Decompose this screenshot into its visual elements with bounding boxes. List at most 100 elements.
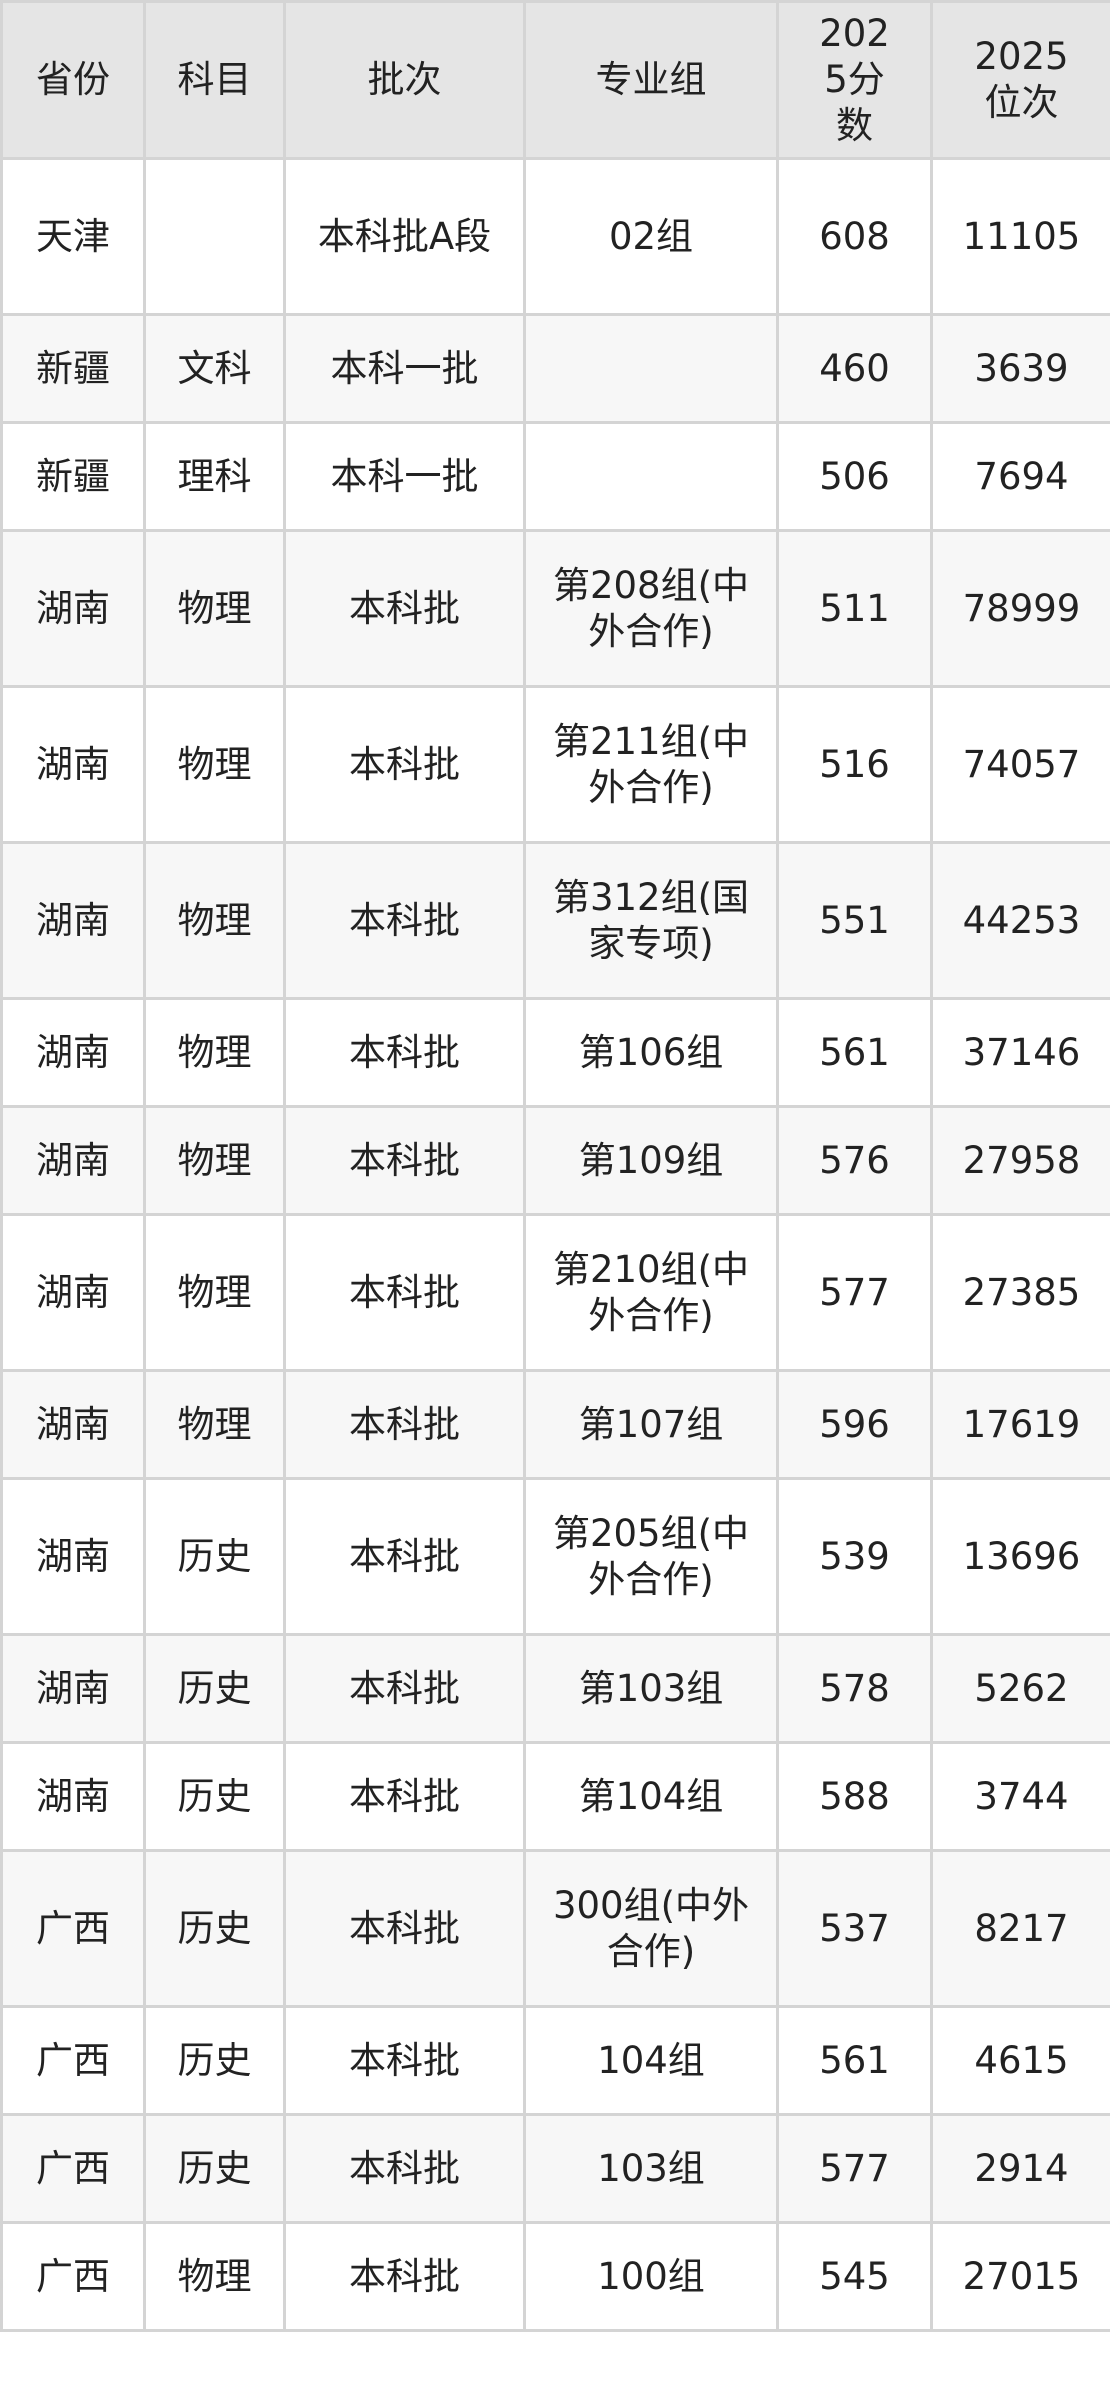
table-row: 湖南 物理 本科批 第109组 576 27958 xyxy=(0,1105,1110,1216)
cell-group: 100组 xyxy=(523,2221,779,2332)
header-group: 专业组 xyxy=(523,0,779,160)
cell-province: 湖南 xyxy=(0,1105,146,1216)
header-batch: 批次 xyxy=(283,0,526,160)
cell-score: 537 xyxy=(776,1849,933,2008)
cell-province: 广西 xyxy=(0,2221,146,2332)
cell-rank: 78999 xyxy=(930,529,1110,688)
cell-province: 湖南 xyxy=(0,685,146,844)
cell-group: 02组 xyxy=(523,157,779,316)
table-row: 湖南 历史 本科批 第104组 588 3744 xyxy=(0,1741,1110,1852)
cell-batch: 本科批 xyxy=(283,1741,526,1852)
cell-rank: 37146 xyxy=(930,997,1110,1108)
cell-group: 第211组(中外合作) xyxy=(523,685,779,844)
cell-score: 551 xyxy=(776,841,933,1000)
table-row: 湖南 历史 本科批 第103组 578 5262 xyxy=(0,1633,1110,1744)
cell-group: 第103组 xyxy=(523,1633,779,1744)
cell-group: 第107组 xyxy=(523,1369,779,1480)
cell-province: 天津 xyxy=(0,157,146,316)
table-row: 天津 本科批A段 02组 608 11105 xyxy=(0,157,1110,316)
cell-group: 103组 xyxy=(523,2113,779,2224)
cell-province: 湖南 xyxy=(0,1633,146,1744)
cell-score: 576 xyxy=(776,1105,933,1216)
table-row: 湖南 物理 本科批 第106组 561 37146 xyxy=(0,997,1110,1108)
cell-province: 湖南 xyxy=(0,841,146,1000)
cell-rank: 27385 xyxy=(930,1213,1110,1372)
cell-subject: 历史 xyxy=(143,2005,286,2116)
cell-group: 300组(中外合作) xyxy=(523,1849,779,2008)
cell-rank: 7694 xyxy=(930,421,1110,532)
cell-group xyxy=(523,421,779,532)
cell-group: 第205组(中外合作) xyxy=(523,1477,779,1636)
cell-province: 湖南 xyxy=(0,1213,146,1372)
cell-subject: 物理 xyxy=(143,1105,286,1216)
cell-subject: 历史 xyxy=(143,1633,286,1744)
cell-batch: 本科批 xyxy=(283,685,526,844)
cell-score: 578 xyxy=(776,1633,933,1744)
cell-subject: 物理 xyxy=(143,1213,286,1372)
cell-subject: 物理 xyxy=(143,685,286,844)
cell-subject: 理科 xyxy=(143,421,286,532)
cell-rank: 3744 xyxy=(930,1741,1110,1852)
cell-batch: 本科批 xyxy=(283,997,526,1108)
cell-score: 577 xyxy=(776,1213,933,1372)
header-rank: 2025位次 xyxy=(930,0,1110,160)
cell-group xyxy=(523,313,779,424)
admission-score-table: 省份 科目 批次 专业组 2025分数 2025位次 天津 本科批A段 02组 608… xyxy=(0,0,1110,2332)
cell-score: 545 xyxy=(776,2221,933,2332)
table-row: 广西 历史 本科批 103组 577 2914 xyxy=(0,2113,1110,2224)
cell-group: 第312组(国家专项) xyxy=(523,841,779,1000)
cell-province: 湖南 xyxy=(0,1477,146,1636)
cell-batch: 本科批 xyxy=(283,1633,526,1744)
cell-province: 广西 xyxy=(0,2113,146,2224)
table-row: 广西 物理 本科批 100组 545 27015 xyxy=(0,2221,1110,2332)
cell-group: 第210组(中外合作) xyxy=(523,1213,779,1372)
cell-subject: 物理 xyxy=(143,529,286,688)
table-row: 湖南 物理 本科批 第208组(中外合作) 511 78999 xyxy=(0,529,1110,688)
cell-province: 广西 xyxy=(0,1849,146,2008)
cell-province: 新疆 xyxy=(0,421,146,532)
cell-rank: 3639 xyxy=(930,313,1110,424)
cell-rank: 74057 xyxy=(930,685,1110,844)
cell-group: 第106组 xyxy=(523,997,779,1108)
cell-rank: 2914 xyxy=(930,2113,1110,2224)
cell-rank: 4615 xyxy=(930,2005,1110,2116)
header-score: 2025分数 xyxy=(776,0,933,160)
cell-province: 广西 xyxy=(0,2005,146,2116)
cell-score: 506 xyxy=(776,421,933,532)
cell-rank: 11105 xyxy=(930,157,1110,316)
table-row: 湖南 物理 本科批 第211组(中外合作) 516 74057 xyxy=(0,685,1110,844)
cell-batch: 本科批 xyxy=(283,1369,526,1480)
cell-score: 561 xyxy=(776,2005,933,2116)
table-row: 湖南 物理 本科批 第312组(国家专项) 551 44253 xyxy=(0,841,1110,1000)
cell-subject xyxy=(143,157,286,316)
cell-batch: 本科批 xyxy=(283,1849,526,2008)
cell-subject: 历史 xyxy=(143,1741,286,1852)
cell-batch: 本科一批 xyxy=(283,313,526,424)
header-subject: 科目 xyxy=(143,0,286,160)
cell-subject: 历史 xyxy=(143,1477,286,1636)
cell-batch: 本科批 xyxy=(283,2221,526,2332)
cell-score: 511 xyxy=(776,529,933,688)
table-row: 湖南 历史 本科批 第205组(中外合作) 539 13696 xyxy=(0,1477,1110,1636)
cell-batch: 本科一批 xyxy=(283,421,526,532)
cell-score: 588 xyxy=(776,1741,933,1852)
header-province: 省份 xyxy=(0,0,146,160)
cell-batch: 本科批 xyxy=(283,2113,526,2224)
cell-subject: 物理 xyxy=(143,2221,286,2332)
cell-batch: 本科批 xyxy=(283,1213,526,1372)
cell-score: 577 xyxy=(776,2113,933,2224)
cell-score: 516 xyxy=(776,685,933,844)
cell-batch: 本科批 xyxy=(283,1477,526,1636)
cell-province: 湖南 xyxy=(0,1741,146,1852)
table-row: 湖南 物理 本科批 第210组(中外合作) 577 27385 xyxy=(0,1213,1110,1372)
table-row: 广西 历史 本科批 300组(中外合作) 537 8217 xyxy=(0,1849,1110,2008)
cell-group: 第109组 xyxy=(523,1105,779,1216)
cell-rank: 17619 xyxy=(930,1369,1110,1480)
cell-batch: 本科批 xyxy=(283,1105,526,1216)
cell-batch: 本科批 xyxy=(283,841,526,1000)
cell-subject: 物理 xyxy=(143,841,286,1000)
cell-group: 104组 xyxy=(523,2005,779,2116)
cell-rank: 8217 xyxy=(930,1849,1110,2008)
cell-province: 新疆 xyxy=(0,313,146,424)
cell-subject: 文科 xyxy=(143,313,286,424)
